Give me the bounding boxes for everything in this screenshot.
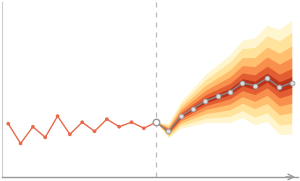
Point xyxy=(31,125,35,128)
Point xyxy=(277,86,282,89)
Point xyxy=(117,125,122,128)
Point xyxy=(191,107,196,110)
Point xyxy=(129,121,134,124)
Point xyxy=(92,130,97,133)
Point xyxy=(240,81,245,84)
Point xyxy=(154,121,159,124)
Point xyxy=(68,133,72,136)
Point xyxy=(80,121,85,124)
Point xyxy=(252,84,257,87)
Point xyxy=(55,115,60,117)
Point xyxy=(178,115,183,117)
Point xyxy=(18,142,23,145)
Point xyxy=(6,122,10,125)
Point xyxy=(203,99,208,102)
Point xyxy=(166,130,171,133)
Point xyxy=(215,95,220,98)
Point xyxy=(265,77,269,79)
Point xyxy=(141,127,146,130)
Point xyxy=(228,90,232,93)
Point xyxy=(290,81,294,84)
Point xyxy=(104,118,109,121)
Point xyxy=(154,121,159,124)
Point xyxy=(43,136,48,139)
